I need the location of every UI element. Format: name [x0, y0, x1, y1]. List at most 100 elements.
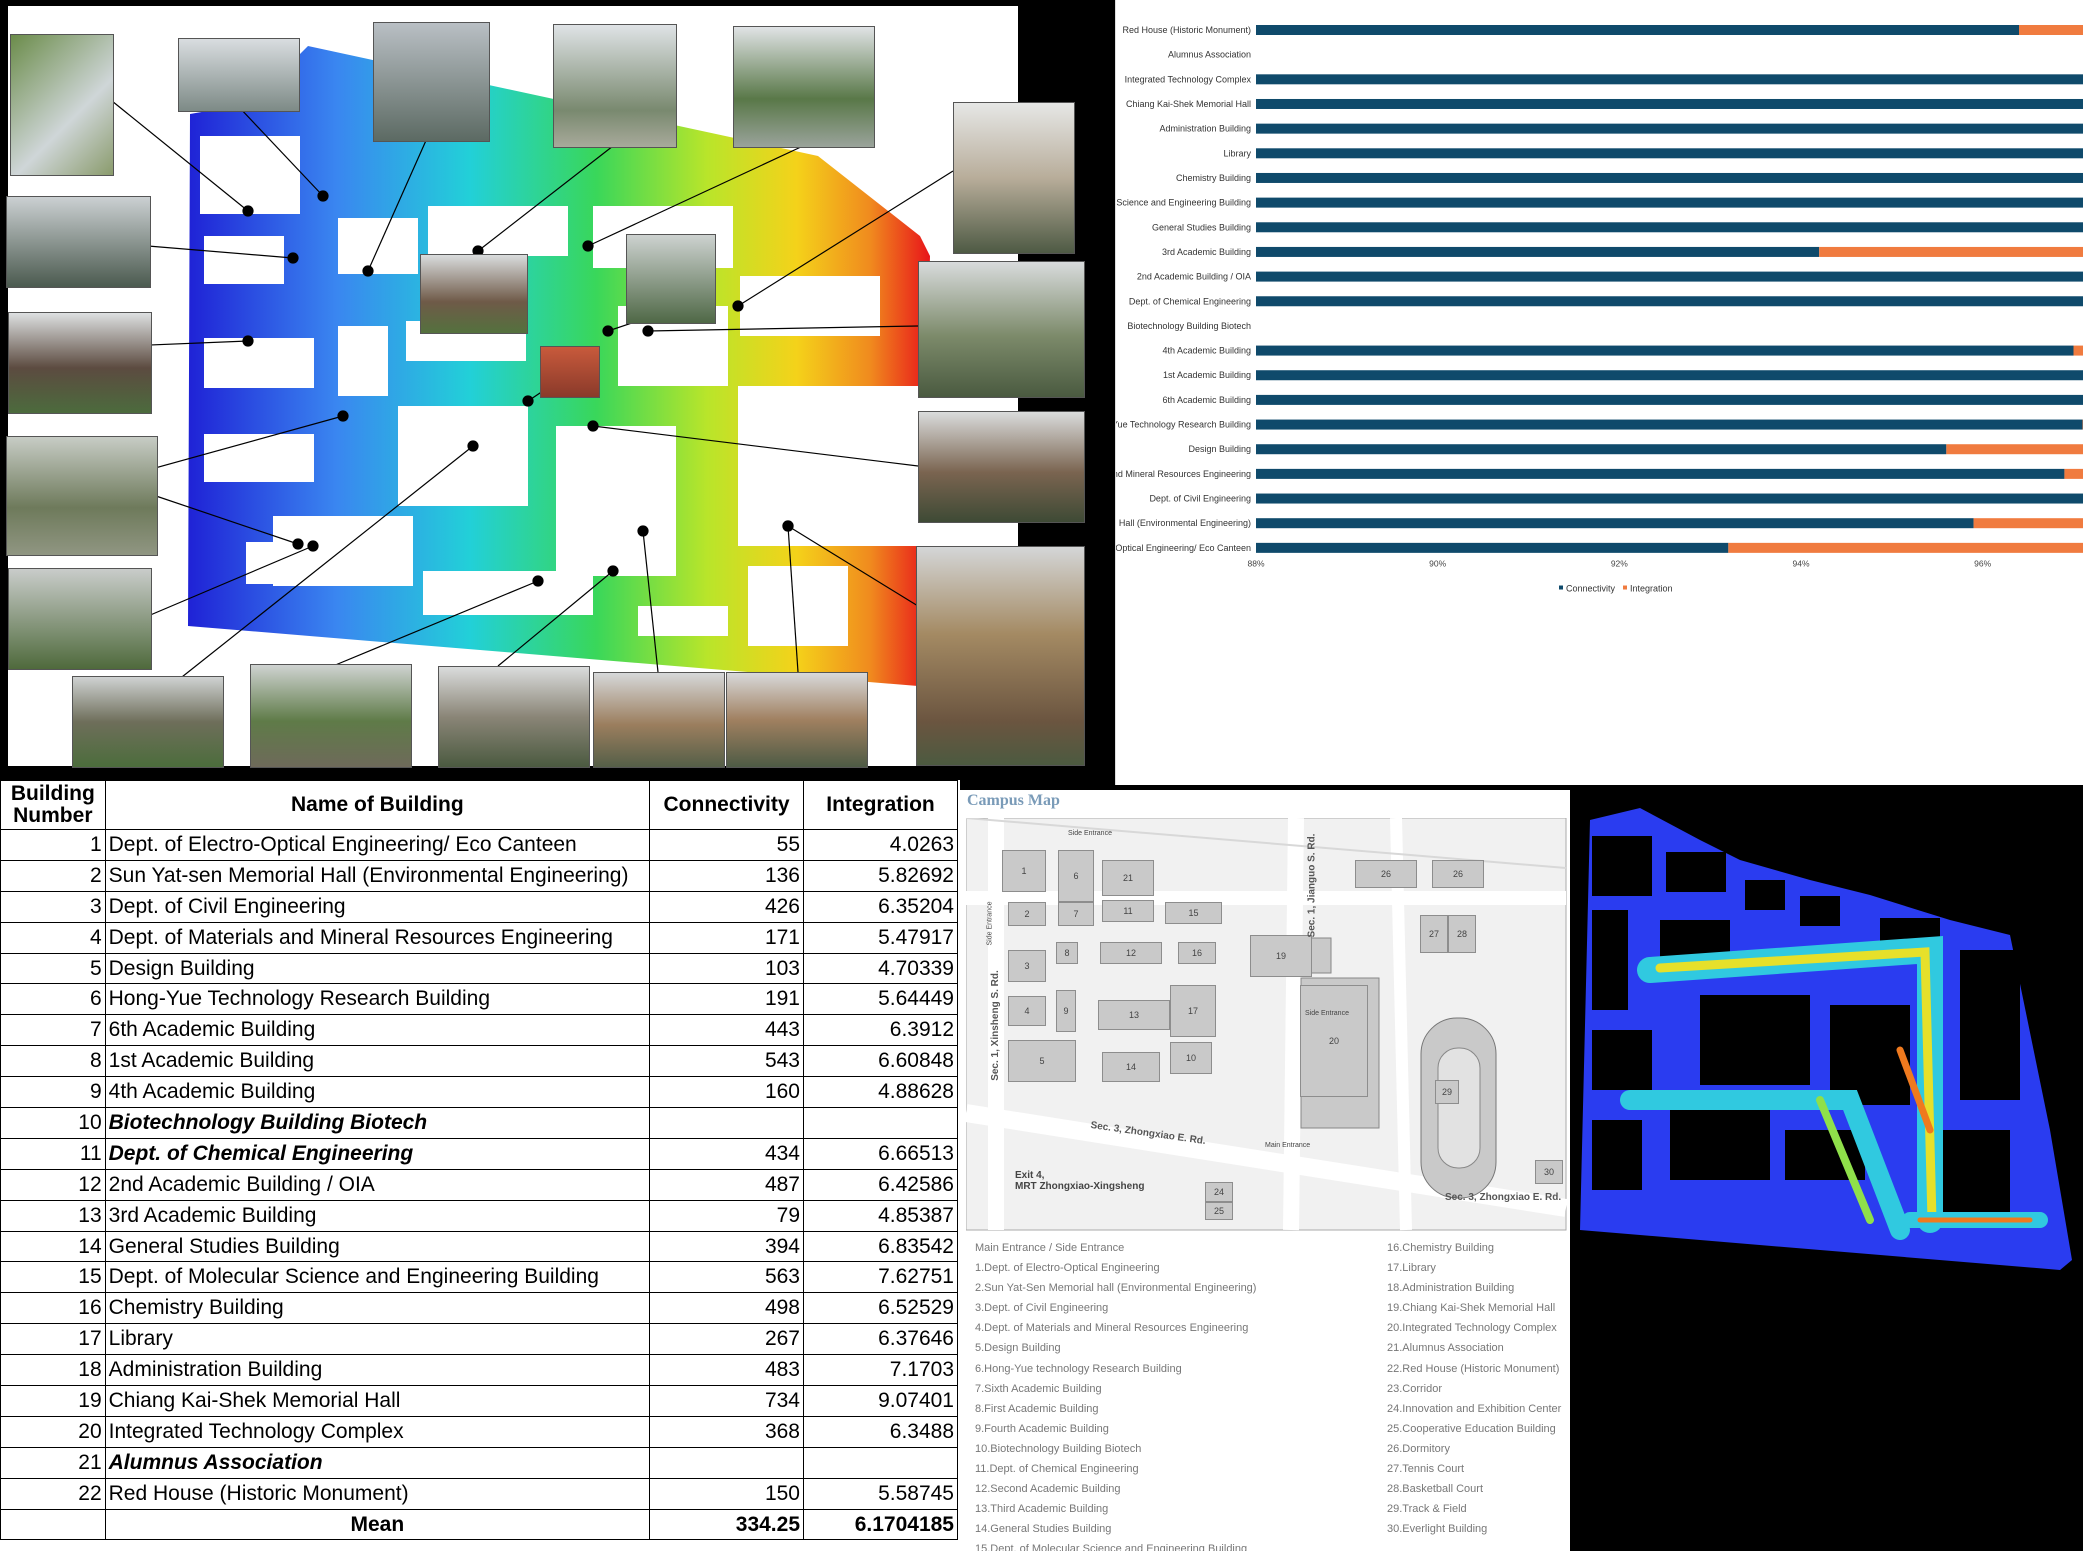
photo-thumb: [733, 26, 875, 148]
leader-line: [125, 415, 344, 477]
map-legend-item: 1.Dept. of Electro-Optical Engineering: [975, 1262, 1160, 1275]
leader-line: [147, 245, 294, 259]
map-legend-item: 24.Innovation and Exhibition Center: [1387, 1402, 1562, 1415]
leader-dot: [582, 240, 594, 252]
map-legend-item: 13.Third Academic Building: [975, 1503, 1109, 1516]
category-label: Dept. of Molecular Science and Engineeri…: [1116, 198, 1251, 208]
leader-line: [111, 100, 249, 212]
x-tick-label: 96%: [1974, 559, 1991, 569]
cell-connectivity: 79: [649, 1199, 804, 1232]
category-label: Alumnus Association: [1168, 50, 1251, 60]
cell-integration: 6.3488: [803, 1415, 958, 1448]
visibility-graph-panel: [1570, 800, 2083, 1551]
leader-dot: [602, 325, 614, 337]
cell-connectivity: [649, 1107, 804, 1139]
map-legend-item: 5.Design Building: [975, 1342, 1061, 1355]
map-legend-item: 21.Alumnus Association: [1387, 1342, 1504, 1355]
map-legend-item: 19.Chiang Kai-Shek Memorial Hall: [1387, 1302, 1556, 1315]
map-legend-item: 14.General Studies Building: [975, 1523, 1112, 1536]
cell-building-name: 2nd Academic Building / OIA: [104, 1168, 651, 1201]
map-legend-item: 12.Second Academic Building: [975, 1483, 1121, 1496]
connectivity-bar: [1256, 271, 2083, 282]
cell-building-name: Red House (Historic Monument): [104, 1477, 651, 1510]
map-legend-item: 9.Fourth Academic Building: [975, 1422, 1109, 1435]
table-row: 20 Integrated Technology Complex 368 6.3488: [0, 1415, 958, 1448]
category-label: 4th Academic Building: [1162, 346, 1251, 356]
category-label: Integrated Technology Complex: [1125, 74, 1252, 84]
map-main-entrance: Main Entrance: [1265, 1142, 1311, 1149]
cell-connectivity: 368: [649, 1415, 804, 1448]
category-label: 3rd Academic Building: [1162, 247, 1251, 257]
map-legend-item: 10.Biotechnology Building Biotech: [975, 1442, 1142, 1455]
category-label: General Studies Building: [1152, 222, 1251, 232]
x-tick-label: 92%: [1611, 559, 1628, 569]
cell-building-number: 11: [0, 1137, 106, 1170]
map-legend-item: 17.Library: [1387, 1262, 1436, 1275]
connectivity-bar: [1256, 394, 2083, 405]
cell-connectivity: 150: [649, 1477, 804, 1510]
map-building-25: 25: [1205, 1202, 1233, 1220]
connectivity-bar: [1256, 518, 1974, 529]
cell-building-name: Chiang Kai-Shek Memorial Hall: [104, 1385, 651, 1417]
cell-mean-integration: 6.1704185: [803, 1508, 958, 1541]
cell-building-name: 4th Academic Building: [104, 1076, 651, 1109]
map-legend-item: 20.Integrated Technology Complex: [1387, 1322, 1557, 1335]
photo-thumb: [250, 664, 412, 768]
integration-bar: [1819, 246, 2083, 257]
map-building-14: 14: [1102, 1052, 1160, 1082]
cell-integration: 9.07401: [803, 1385, 958, 1417]
map-building-29: 29: [1435, 1080, 1459, 1104]
cell-building-number: 15: [0, 1261, 106, 1294]
table-row: 2 Sun Yat-sen Memorial Hall (Environmenta…: [0, 859, 958, 892]
map-legend-right: 16.Chemistry Building 17.Library 18.Admini…: [1387, 1238, 1561, 1539]
map-building-24: 24: [1205, 1182, 1233, 1202]
leader-dot: [532, 575, 544, 587]
cell-connectivity: 267: [649, 1323, 804, 1356]
photo-thumb: [540, 346, 600, 398]
category-label: Design Building: [1188, 444, 1251, 454]
table-row: 19 Chiang Kai-Shek Memorial Hall 734 9.0740…: [0, 1385, 958, 1417]
category-label: Chiang Kai-Shek Memorial Hall: [1126, 99, 1251, 109]
cell-integration: 6.66513: [803, 1137, 958, 1170]
category-label: Chemistry Building: [1176, 173, 1251, 183]
cell-building-name: 1st Academic Building: [104, 1045, 651, 1078]
table-row: 6 Hong-Yue Technology Research Building 19…: [0, 983, 958, 1016]
cell-connectivity: 160: [649, 1076, 804, 1109]
cell-integration: 7.62751: [803, 1261, 958, 1294]
cell-integration: 7.1703: [803, 1354, 958, 1387]
cell-connectivity: 394: [649, 1230, 804, 1263]
map-legend-item: 16.Chemistry Building: [1387, 1242, 1494, 1254]
cell-building-name: Library: [104, 1323, 651, 1356]
map-street-xinsheng: Sec. 1, Xinsheng S. Rd.: [989, 970, 1001, 1081]
category-label: Biotechnology Building Biotech: [1127, 321, 1251, 331]
photo-thumb: [420, 254, 528, 334]
integration-bar: [2019, 25, 2083, 35]
campus-map-title: Campus Map: [967, 792, 1060, 809]
cell-integration: 6.35204: [803, 890, 958, 923]
connectivity-bar: [1256, 148, 2083, 159]
cell-connectivity: [649, 1446, 804, 1479]
map-legend-item: 7.Sixth Academic Building: [975, 1382, 1102, 1395]
table-row: 18 Administration Building 483 7.1703: [0, 1354, 958, 1387]
map-legend-item: 11.Dept. of Chemical Engineering: [975, 1463, 1139, 1476]
table-header-row: Building Number Name of Building Connect…: [0, 780, 958, 830]
leader-line: [477, 145, 614, 252]
map-building-30: 30: [1535, 1160, 1563, 1184]
heatmap-canvas: [6, 6, 1085, 768]
map-side-entrance-top: Side Entrance: [1068, 830, 1112, 837]
cell-connectivity: 136: [649, 859, 804, 892]
table-row: 17 Library 267 6.37646: [0, 1323, 958, 1356]
map-legend-item: 2.Sun Yat-Sen Memorial hall (Environment…: [975, 1282, 1257, 1295]
cell-building-name: Dept. of Materials and Mineral Resources…: [104, 921, 651, 954]
integration-bar: [1973, 518, 2083, 529]
map-legend-item: 15.Dept. of Molecular Science and Engine…: [975, 1543, 1248, 1551]
table-row: 4 Dept. of Materials and Mineral Resource…: [0, 921, 958, 954]
map-legend-item: 28.Basketball Court: [1387, 1483, 1483, 1496]
category-label: Library: [1223, 148, 1251, 158]
photo-thumb: [8, 568, 152, 670]
table-row: 8 1st Academic Building 543 6.60848: [0, 1045, 958, 1078]
cell-building-number: 8: [0, 1045, 106, 1078]
cell-connectivity: 487: [649, 1168, 804, 1201]
map-legend-item: 8.First Academic Building: [975, 1402, 1099, 1415]
campus-map-panel: Campus Map 1 6 21 2 7 11 15 3 8 12 16 19…: [960, 790, 1570, 1551]
